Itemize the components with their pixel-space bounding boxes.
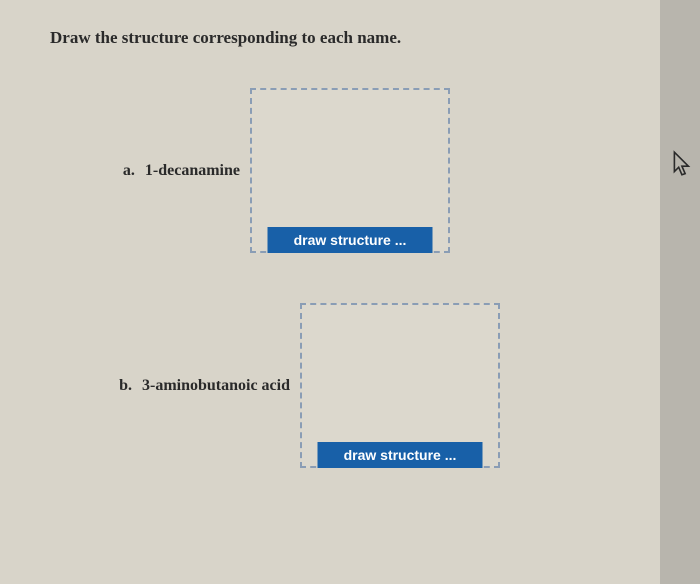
question-b-letter: b. (119, 377, 132, 394)
question-a-label: a. 1-decanamine (40, 162, 250, 180)
draw-structure-button-b[interactable]: draw structure ... (318, 442, 483, 468)
draw-area-b[interactable]: draw structure ... (300, 303, 500, 468)
question-a-name: 1-decanamine (145, 162, 240, 179)
draw-structure-button-a[interactable]: draw structure ... (268, 227, 433, 253)
worksheet-page: Draw the structure corresponding to each… (0, 0, 660, 584)
question-a-letter: a. (123, 162, 135, 179)
draw-area-a[interactable]: draw structure ... (250, 88, 450, 253)
cursor-icon (672, 150, 694, 178)
question-b-label: b. 3-aminobutanoic acid (40, 377, 300, 395)
question-a-row: a. 1-decanamine draw structure ... (40, 88, 620, 253)
instruction-text: Draw the structure corresponding to each… (50, 28, 620, 48)
question-b-name: 3-aminobutanoic acid (142, 377, 290, 394)
question-b-row: b. 3-aminobutanoic acid draw structure ..… (40, 303, 620, 468)
